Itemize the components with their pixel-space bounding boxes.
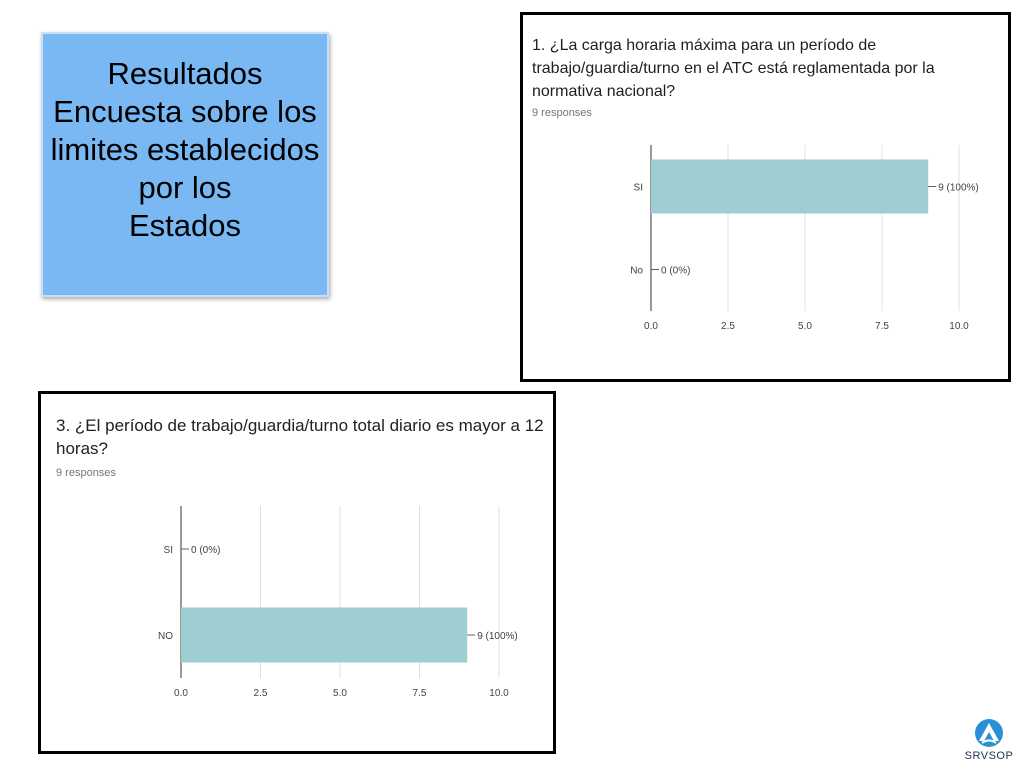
x-tick-label: 7.5 (875, 321, 889, 332)
x-tick-label: 2.5 (721, 321, 735, 332)
chart-card-question-3: 3. ¿El período de trabajo/guardia/turno … (38, 391, 556, 754)
srvsop-logo-icon (975, 719, 1003, 747)
bar (651, 159, 929, 214)
bar-chart-question-1: 0.0 2.5 5.0 7.5 10.0 SI 9 (100%) No 0 (0%) (630, 145, 979, 332)
logo-text: SRVSOP (964, 750, 1014, 762)
slide-title: Resultados Encuesta sobre los limites es… (50, 55, 320, 243)
x-tick-label: 5.0 (333, 688, 347, 699)
x-tick-label: 10.0 (949, 321, 969, 332)
data-label: 0 (0%) (191, 545, 220, 556)
data-label: 9 (100%) (938, 183, 979, 194)
category-label: SI (634, 183, 643, 194)
x-tick-label: 10.0 (489, 688, 509, 699)
chart-responses-count-1: 9 responses (532, 107, 592, 119)
chart-responses-count-3: 9 responses (56, 467, 116, 479)
x-tick-label: 7.5 (413, 688, 427, 699)
data-label: 9 (100%) (477, 631, 518, 642)
bar-chart-question-3: 0.0 2.5 5.0 7.5 10.0 SI 0 (0%) NO 9 (100%) (158, 506, 518, 699)
category-label: NO (158, 631, 173, 642)
category-label: SI (164, 545, 173, 556)
data-label: 0 (0%) (661, 266, 690, 277)
x-tick-label: 5.0 (798, 321, 812, 332)
bar (181, 607, 468, 663)
x-tick-label: 0.0 (174, 688, 188, 699)
chart-card-question-1: 1. ¿La carga horaria máxima para un perí… (520, 12, 1011, 382)
title-box: Resultados Encuesta sobre los limites es… (41, 32, 329, 297)
chart-question-3: 3. ¿El período de trabajo/guardia/turno … (56, 416, 544, 458)
srvsop-logo: SRVSOP (958, 718, 1020, 766)
x-tick-label: 2.5 (254, 688, 268, 699)
chart-question-1: 1. ¿La carga horaria máxima para un perí… (532, 37, 935, 100)
x-tick-label: 0.0 (644, 321, 658, 332)
category-label: No (630, 266, 643, 277)
